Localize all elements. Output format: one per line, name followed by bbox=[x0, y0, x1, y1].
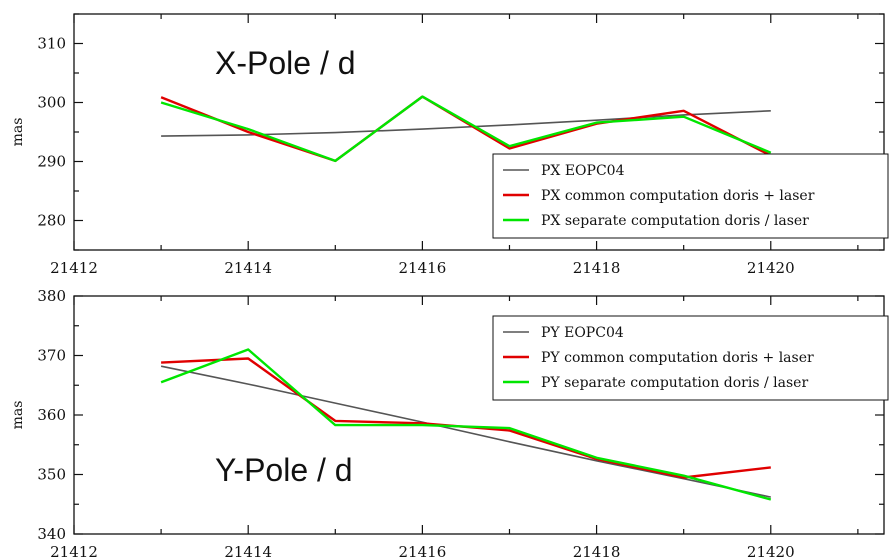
y-tick-label: 290 bbox=[37, 153, 66, 171]
y-tick-label: 360 bbox=[37, 406, 66, 424]
y-tick-label: 350 bbox=[37, 466, 66, 484]
chart-title: X-Pole / d bbox=[215, 45, 356, 81]
y-tick-label: 370 bbox=[37, 347, 66, 365]
x-tick-label: 21418 bbox=[573, 543, 621, 558]
x-tick-label: 21412 bbox=[50, 543, 98, 558]
legend-entry: PX separate computation doris / laser bbox=[541, 213, 809, 229]
series-line-3 bbox=[160, 95, 772, 163]
y-axis-label: mas bbox=[10, 401, 26, 430]
y-axis-label: mas bbox=[10, 118, 26, 147]
chart-title: Y-Pole / d bbox=[215, 452, 353, 488]
legend-entry: PX EOPC04 bbox=[541, 163, 625, 179]
chart-panel-1: 21412 21414 21416 21418 21420 280 290 300 310 mas… bbox=[10, 13, 889, 277]
legend-entry: PY EOPC04 bbox=[541, 325, 624, 341]
legend: PX EOPC04 PX common computation doris + l… bbox=[492, 153, 889, 239]
legend: PY EOPC04 PY common computation doris + l… bbox=[492, 315, 889, 401]
x-tick-label: 21418 bbox=[573, 259, 621, 277]
x-tick-label: 21414 bbox=[224, 543, 272, 558]
series-group bbox=[160, 95, 772, 163]
legend-entry: PX common computation doris + laser bbox=[541, 188, 815, 204]
series-line-1 bbox=[160, 365, 771, 498]
x-tick-label: 21416 bbox=[399, 543, 447, 558]
legend-entry: PY separate computation doris / laser bbox=[541, 375, 808, 391]
legend-box bbox=[492, 153, 889, 239]
series-line-3 bbox=[160, 348, 772, 501]
series-group bbox=[160, 348, 772, 501]
y-tick-label: 300 bbox=[37, 94, 66, 112]
y-tick-label: 310 bbox=[37, 35, 66, 53]
x-tick-label: 21412 bbox=[50, 259, 98, 277]
y-tick-label: 340 bbox=[37, 525, 66, 543]
x-tick-label: 21420 bbox=[747, 543, 795, 558]
y-tick-label: 280 bbox=[37, 212, 66, 230]
legend-entry: PY common computation doris + laser bbox=[541, 350, 814, 366]
chart-panel-2: 21412 21414 21416 21418 21420 340 350 360 370 380… bbox=[10, 287, 889, 558]
legend-box bbox=[492, 315, 889, 401]
x-tick-label: 21416 bbox=[399, 259, 447, 277]
series-line-2 bbox=[160, 95, 772, 163]
y-tick-label: 380 bbox=[37, 287, 66, 305]
x-tick-label: 21420 bbox=[747, 259, 795, 277]
x-tick-label: 21414 bbox=[224, 259, 272, 277]
